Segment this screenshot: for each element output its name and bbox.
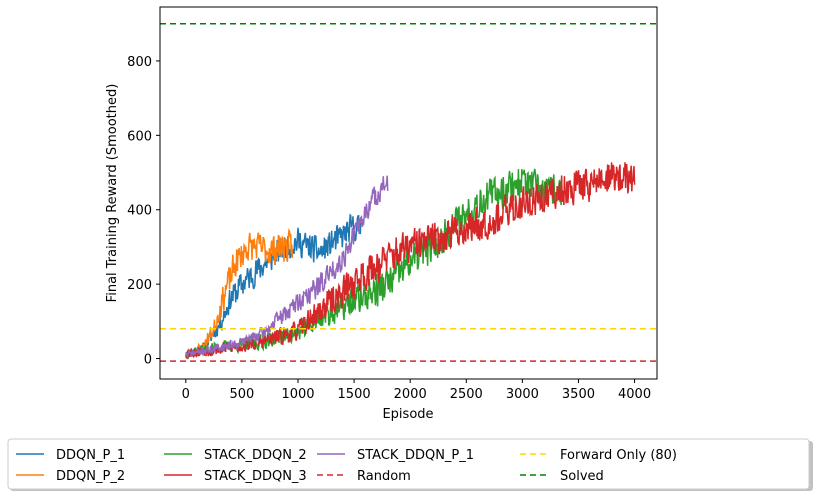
legend-label: DDQN_P_2	[56, 469, 125, 484]
legend-label: STACK_DDQN_2	[204, 448, 307, 463]
x-tick-label: 500	[229, 387, 254, 402]
x-tick-label: 1500	[338, 387, 371, 402]
y-axis: 0 200 400 600 800	[127, 55, 160, 368]
y-axis-label: Final Training Reward (Smoothed)	[105, 84, 120, 303]
y-tick-label: 400	[127, 204, 152, 219]
legend: DDQN_P_1 DDQN_P_2 STACK_DDQN_2 STACK_DDQN_3…	[7, 438, 813, 491]
legend-label: Random	[357, 469, 411, 484]
legend-label: STACK_DDQN_P_1	[357, 448, 474, 463]
legend-label: STACK_DDQN_3	[204, 469, 307, 484]
y-tick-label: 0	[144, 353, 152, 368]
x-tick-label: 1000	[281, 387, 314, 402]
x-tick-label: 2000	[394, 387, 427, 402]
x-tick-label: 4000	[618, 387, 651, 402]
legend-label: DDQN_P_1	[56, 448, 125, 463]
series-line-ddqn-p-2	[185, 227, 294, 358]
series-line-stack-ddqn-2	[185, 168, 563, 360]
axes-frame	[159, 6, 658, 380]
series-line-stack-ddqn-p-1	[185, 175, 389, 359]
legend-label: Solved	[560, 469, 604, 484]
x-tick-label: 3500	[562, 387, 595, 402]
legend-label: Forward Only (80)	[560, 448, 677, 463]
x-tick-label: 2500	[450, 387, 483, 402]
plot-area	[160, 22, 657, 362]
legend-box	[7, 438, 810, 490]
y-tick-label: 600	[127, 129, 152, 144]
x-tick-label: 0	[182, 387, 190, 402]
x-axis: 0 500 1000 1500 2000 2500 3000 3500 4000	[182, 379, 651, 402]
y-tick-label: 800	[127, 55, 152, 70]
series-line-stack-ddqn-3	[185, 162, 636, 359]
x-axis-label: Episode	[382, 407, 433, 422]
y-tick-label: 200	[127, 278, 152, 293]
x-tick-label: 3000	[506, 387, 539, 402]
